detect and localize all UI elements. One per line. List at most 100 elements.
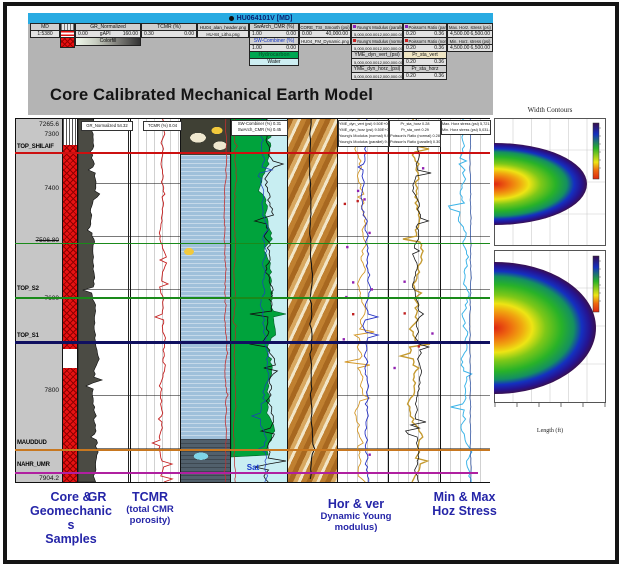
swarch-max: 0.00 (286, 31, 296, 37)
pr-sta-horz-max: 0.36 (434, 73, 444, 79)
formation-top-label: TOP_S1 (17, 333, 39, 339)
header-col-sw[interactable]: SwArch_CMR (%) 1.00 0.00 SW-Combiner (%)… (249, 23, 299, 66)
header-col-gr[interactable]: GR_Normalized 0.00 gAPI 160.00 Colorfill (75, 23, 141, 46)
sat-label: Sat (246, 463, 260, 472)
ym-header-line: YME_dyn_vert (psi) 9.50E+06 (339, 122, 388, 126)
header-col-images[interactable]: HU04_alan_header.png HU-84_Litho.png (197, 23, 249, 38)
yme-vert-max: 12,000,000.00 (377, 60, 403, 65)
core-samples-track[interactable] (62, 119, 78, 482)
stress-header-line: Max. Horz stress (psi) 5,721.05 (442, 122, 490, 126)
contour-colorbar (592, 122, 600, 180)
tcmr-curve-header[interactable]: TCMR (%) 0.04 (143, 121, 182, 131)
stress-header-line: Min. Horz stress (psi) 5,031.44 (442, 128, 490, 132)
gr-curve-header[interactable]: GR_Normalized 54.32 (81, 121, 133, 131)
window-titlebar[interactable]: HU064101V [MD] (28, 13, 493, 24)
pr-header-line: Poisson's Ratio (normal) 0.28 (390, 134, 440, 138)
width-contour-plot-top[interactable] (494, 118, 606, 246)
formation-top-label: MAUDDUD (17, 440, 47, 446)
md-scale: 1:5380 (30, 30, 60, 38)
annotation-line: Min & Max (433, 490, 496, 504)
header-col-core-legend[interactable] (60, 23, 75, 48)
core-gap (63, 349, 78, 368)
water-legend: Water (249, 58, 299, 66)
borehole-image-track[interactable] (287, 119, 337, 482)
tcmr-track[interactable] (130, 119, 180, 482)
stress-curve-header[interactable]: Max. Horz stress (psi) 5,721.05 Min. Hor… (441, 120, 491, 135)
tcmr-max: 0.00 (184, 31, 194, 37)
contour-x-axis-label: Length (ft) (536, 428, 564, 434)
min-stress-min: 4,500.00 (450, 45, 470, 51)
sw-combiner-max: 0.00 (286, 45, 296, 51)
depth-label: 7904.2 (39, 475, 59, 482)
nahr-umr-line (15, 472, 478, 474)
yme-horz-min: 5,000,000.00 (354, 74, 378, 79)
depth-track[interactable]: 7265.6 7300 TOP_SHILAIF 7400 7506.80 TOP… (15, 119, 62, 482)
pr-parallel-max: 0.36 (434, 31, 444, 37)
header-col-young-modulus[interactable]: Young's Modulus (parallel) 5,000,000.00 1… (351, 23, 403, 80)
sw-curve-header[interactable]: SW-Combiner (%) 0.31 SwArch_CMR (%) 0.45 (231, 120, 288, 136)
yme-vert-label: YME_dyn_vert_(psi) (351, 51, 403, 59)
header-col-stress[interactable]: Max. Horz. stress (psi) 4,500.00 6,500.00… (447, 23, 493, 52)
contour-colorbar (592, 255, 600, 313)
ym-parallel-min: 5,000,000.00 (354, 32, 378, 37)
annotation-line: Geomechanic (30, 504, 112, 518)
stress-track[interactable] (440, 119, 490, 482)
top-7506-line (15, 243, 490, 244)
annotation-stress: Min & Max Hoz Stress (412, 490, 517, 518)
pr-sta-horz-min: 0.20 (406, 73, 416, 79)
image-curve (288, 119, 337, 482)
depth-label: 7506.80 (35, 237, 60, 244)
ym-normal-max: 12,000,000.00 (377, 46, 403, 51)
max-stress-label: Max. Horz. stress (psi) (447, 23, 493, 31)
formation-top-label: TOP_S2 (17, 286, 39, 292)
depth-label: 7400 (44, 185, 59, 192)
page-title: Core Calibrated Mechanical Earth Model (50, 86, 374, 104)
pr-sta-vert-min: 0.20 (406, 59, 416, 65)
annotation-line: Hor & ver (327, 497, 385, 511)
pr-header-line: Pr_sta_horz 0.28 (400, 122, 430, 126)
well-indicator-icon (228, 15, 234, 21)
min-stress-label: Min. Horz. stress (psi) (447, 37, 493, 45)
contour-title: Width Contours (527, 106, 573, 114)
annotation-line: Dynamic Young (320, 511, 392, 522)
ym-normal-label: Young's Modulus (normal) (356, 39, 403, 44)
normal-marker-icon (353, 39, 356, 42)
core-hatch-swatch (60, 37, 75, 48)
colorbar-ticks (599, 260, 601, 302)
poisson-track[interactable] (388, 119, 440, 482)
pr-header-line: Poisson's Ratio (parallel) 0.30 (390, 140, 440, 144)
header-col-md[interactable]: MD 1:5380 (30, 23, 60, 38)
annotation-line: Samples (45, 532, 97, 546)
tcmr-min: 0.30 (144, 31, 154, 37)
max-stress-min: 4,500.00 (450, 31, 470, 37)
annotation-line: GR (87, 490, 107, 504)
width-contour-lobe (494, 262, 596, 394)
sw-header-line: SW-Combiner (%) 0.31 (237, 121, 282, 126)
litho-track[interactable] (180, 119, 231, 482)
yme-vert-min: 5,000,000.00 (354, 60, 378, 65)
ym-curve-header[interactable]: YME_dyn_vert (psi) 9.50E+06 YME_dyn_horz… (338, 120, 389, 147)
young-modulus-track[interactable] (337, 119, 388, 482)
litho-bottom-zone (181, 439, 231, 482)
gr-track[interactable] (77, 119, 130, 482)
ym-header-line: YME_dyn_horz (psi) 9.50E+06 (339, 128, 388, 132)
saturation-track[interactable] (230, 119, 287, 482)
pr-parallel-min: 0.20 (406, 31, 416, 37)
min-stress-max: 6,500.00 (470, 45, 490, 51)
ym-parallel-max: 12,000,000.00 (377, 32, 403, 37)
width-contour-plot-bottom[interactable] (494, 250, 606, 428)
mauddud-line (15, 449, 490, 451)
young-modulus-curves (338, 119, 388, 482)
annotation-line: Core & (50, 490, 92, 504)
depth-label: 7600 (44, 295, 59, 302)
pr-curve-header[interactable]: Pr_sta_horz 0.28 Pr_sta_vert 0.29 Poisso… (389, 120, 441, 147)
top-s1-line (15, 341, 490, 344)
annotation-gr: GR (82, 490, 112, 504)
max-stress-max: 6,500.00 (470, 31, 490, 37)
header-col-tcmr[interactable]: TCMR (%) 0.30 0.00 (141, 23, 197, 38)
header-col-core-ts[interactable]: CORE_TSI_Smooth (psi) 0.00 40,000.00 HU0… (299, 23, 351, 45)
header-col-poisson[interactable]: Poisson's Ratio (parallel) 0.20 0.36 Pois… (403, 23, 447, 80)
core-ruler (63, 119, 78, 145)
sw-combiner-min: 1.00 (252, 45, 262, 51)
log-plot-area: 7265.6 7300 TOP_SHILAIF 7400 7506.80 TOP… (15, 118, 491, 483)
